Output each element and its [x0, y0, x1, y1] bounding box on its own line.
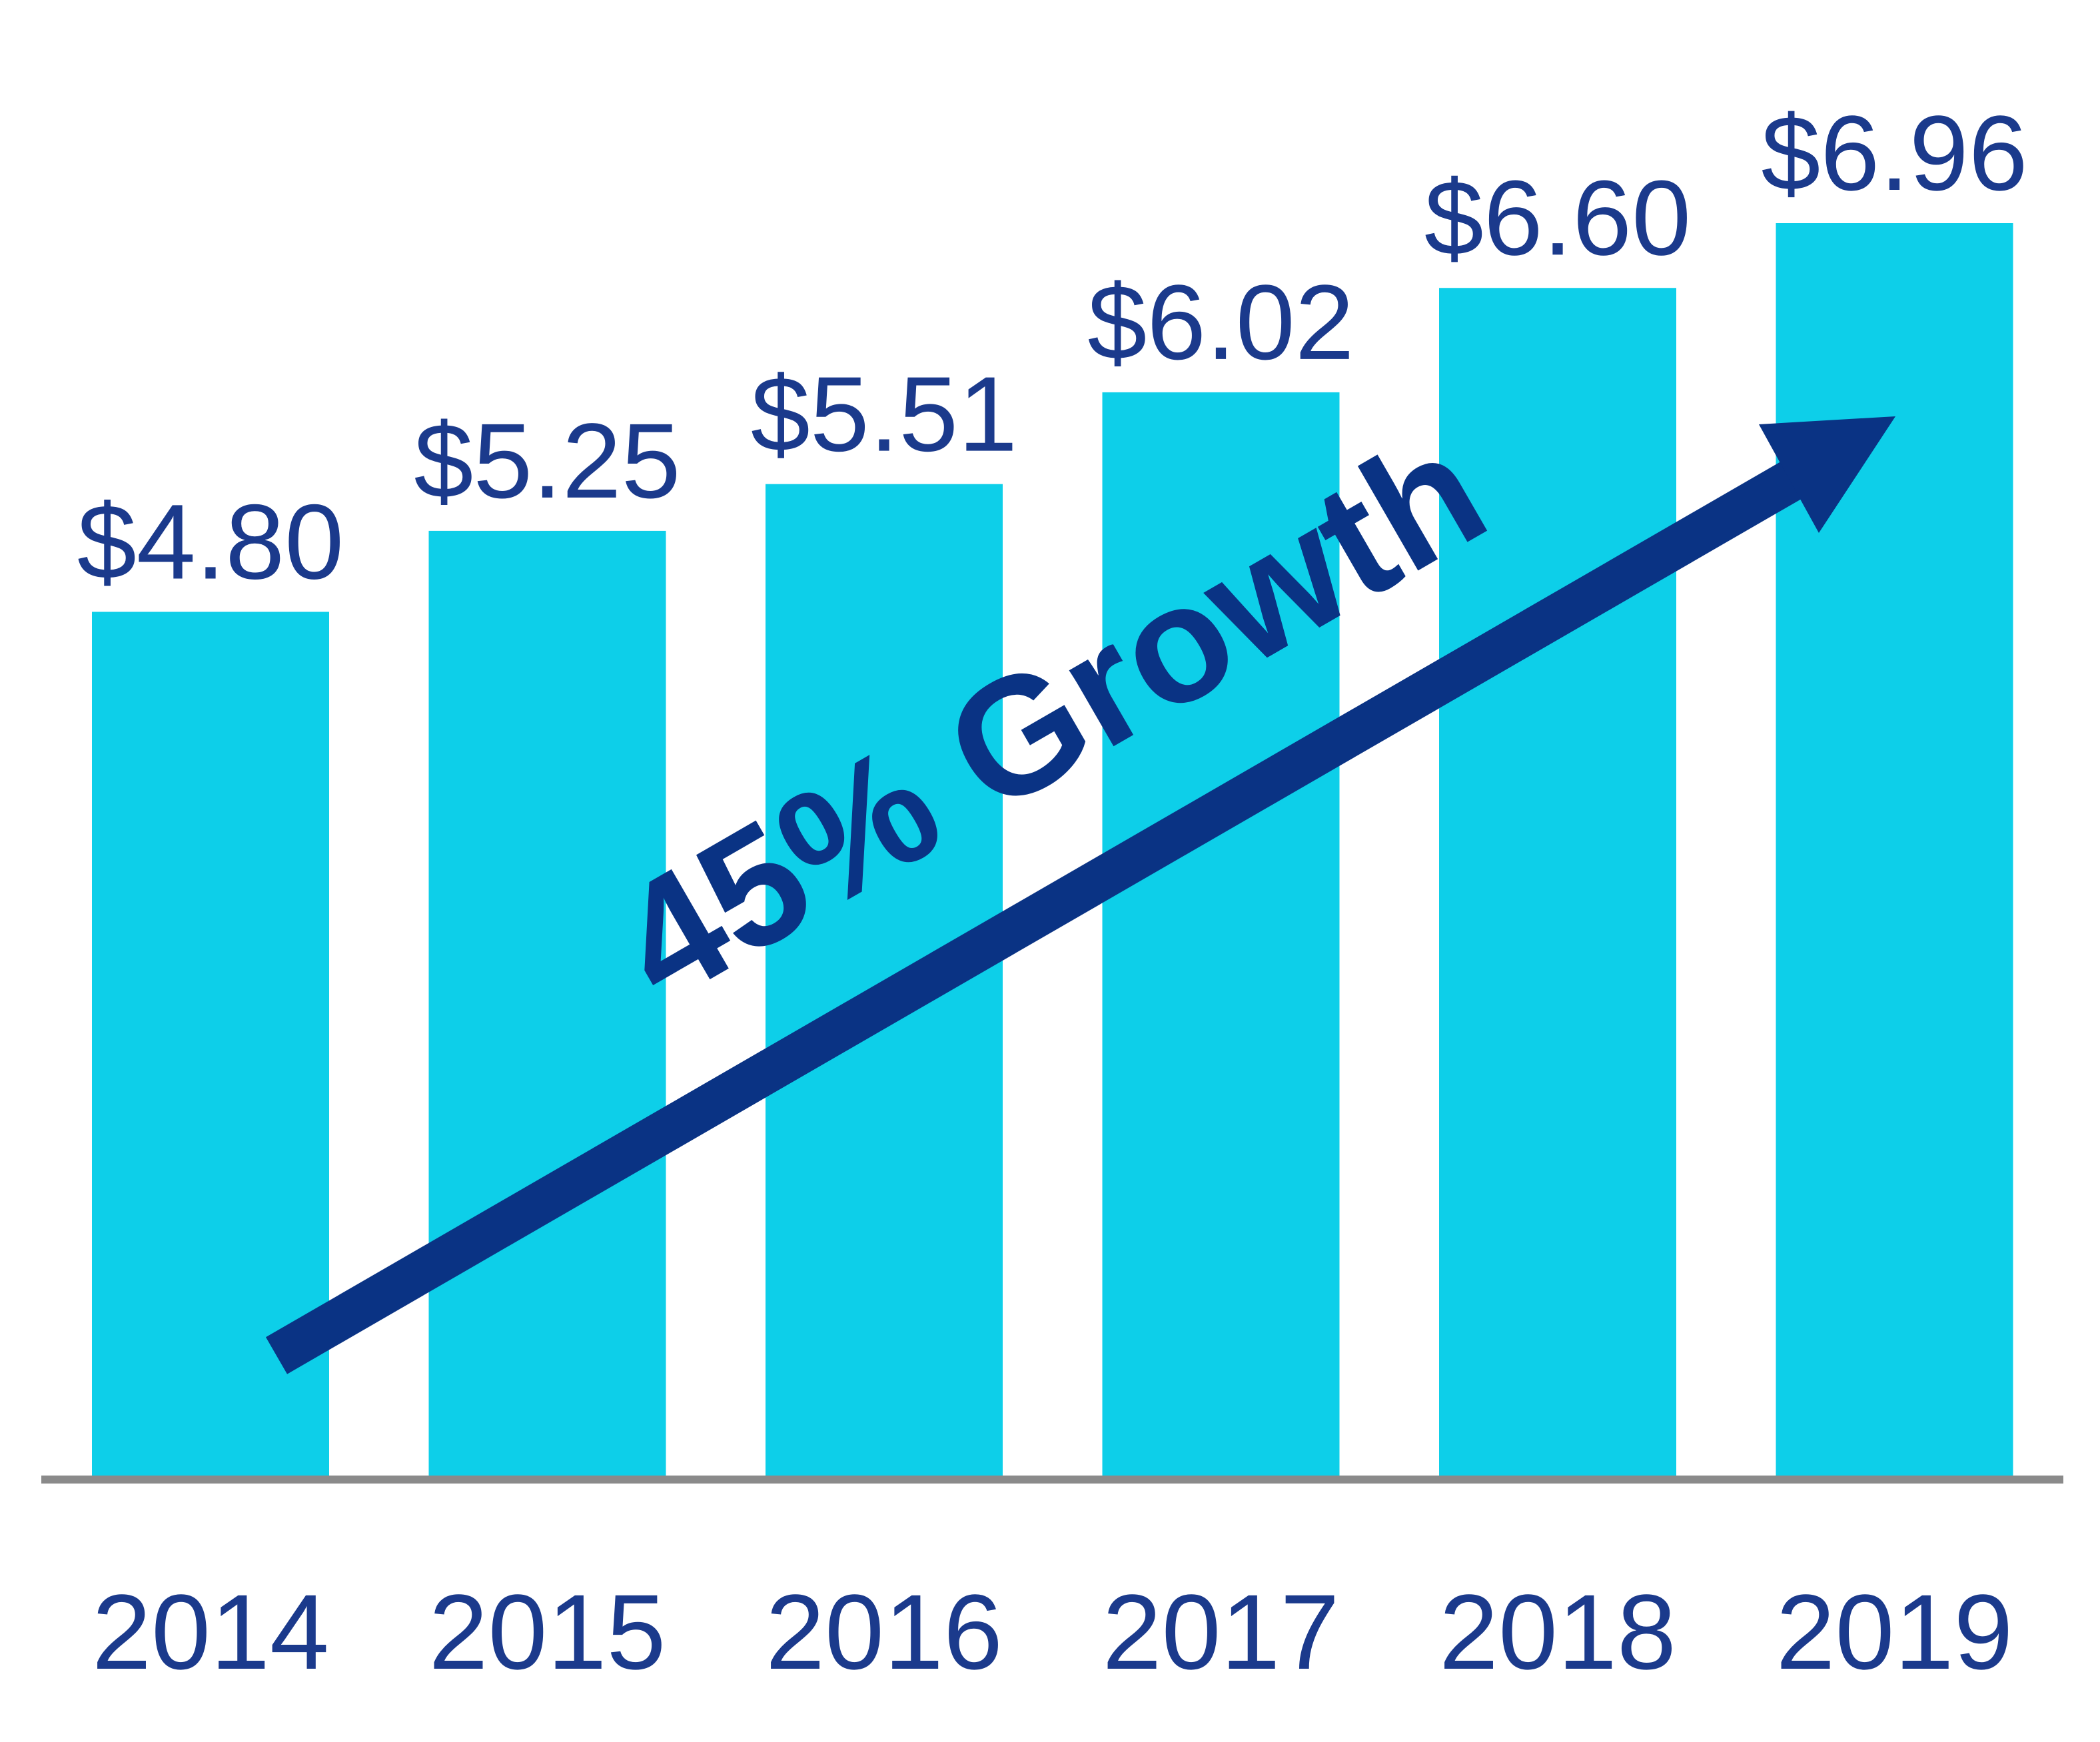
value-label-2017: $6.02: [1087, 262, 1354, 382]
value-label-2016: $5.51: [751, 354, 1017, 474]
x-tick-label-2018: 2018: [1439, 1572, 1676, 1691]
value-label-2015: $5.25: [414, 401, 680, 520]
value-label-2019: $6.96: [1761, 93, 2027, 213]
growth-arrow-shaft: [265, 461, 1804, 1374]
bar-2018: [1439, 288, 1676, 1476]
growth-arrow-head: [1759, 416, 1895, 533]
bars-group: [92, 223, 2013, 1476]
x-tick-label-2017: 2017: [1103, 1572, 1340, 1691]
value-label-2014: $4.80: [77, 482, 344, 601]
value-label-2018: $6.60: [1424, 158, 1691, 277]
bar-2019: [1776, 223, 2013, 1476]
x-tick-label-2014: 2014: [92, 1572, 329, 1691]
bar-2015: [428, 530, 666, 1476]
value-labels-group: $4.80 $5.25 $5.51 $6.02 $6.60 $6.96: [77, 93, 2028, 601]
x-tick-label-2016: 2016: [766, 1572, 1003, 1691]
x-tick-label-2019: 2019: [1776, 1572, 2013, 1691]
x-tick-labels-group: 2014 2015 2016 2017 2018 2019: [92, 1572, 2013, 1691]
bar-2017: [1102, 392, 1340, 1476]
x-tick-label-2015: 2015: [429, 1572, 666, 1691]
